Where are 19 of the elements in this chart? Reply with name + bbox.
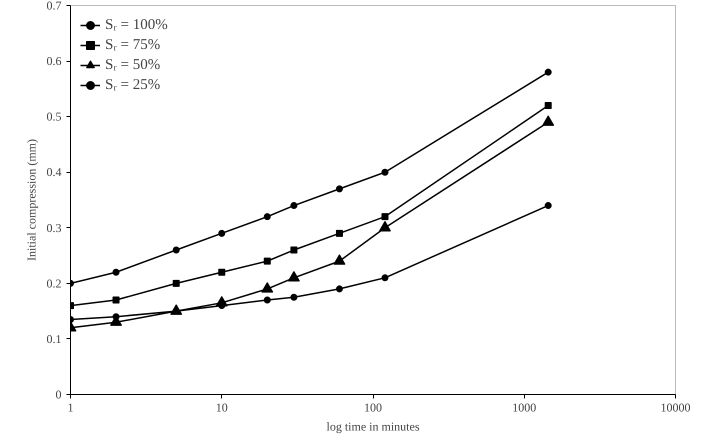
x-axis-title: log time in minutes (326, 420, 420, 434)
legend-label: Sᵣ = 100% (105, 16, 168, 34)
x-tick-label: 10 (216, 400, 228, 414)
y-axis-title: Initial compression (mm) (24, 139, 38, 261)
legend-label: Sᵣ = 50% (105, 56, 160, 74)
x-tick-label: 100 (364, 400, 382, 414)
y-tick-label: 0.7 (46, 0, 62, 12)
y-tick-label: 0.3 (46, 220, 62, 235)
legend-label: Sᵣ = 75% (105, 36, 160, 54)
y-tick-label: 0.1 (46, 332, 62, 346)
y-tick-label: 0.2 (46, 276, 62, 290)
y-tick-label: 0 (56, 388, 62, 402)
x-tick-label: 1 (68, 400, 74, 414)
y-tick-label: 0.5 (46, 110, 62, 124)
x-tick-label: 10000 (660, 400, 690, 414)
x-tick-label: 1000 (512, 400, 536, 414)
y-tick-label: 0.4 (46, 165, 62, 180)
y-tick-label: 0.6 (46, 54, 62, 68)
legend-label: Sᵣ = 25% (105, 76, 160, 94)
